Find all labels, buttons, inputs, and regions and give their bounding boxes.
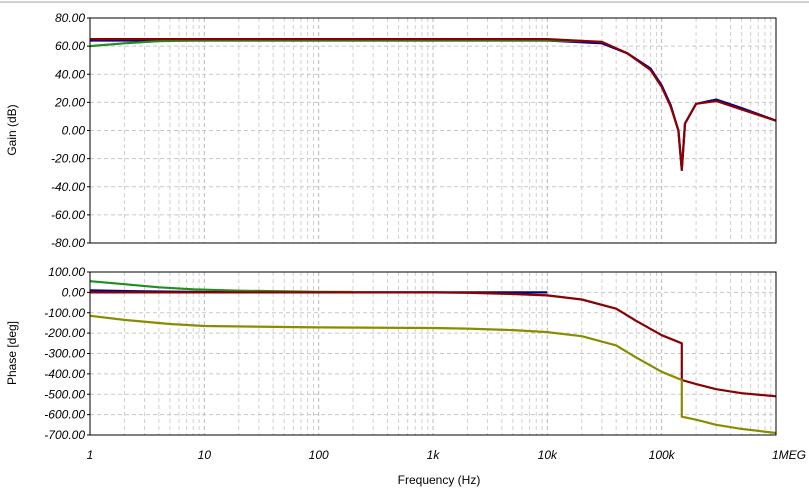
phase-y-tick-label: -700.00 (44, 428, 85, 442)
phase-y-tick-label: -500.00 (44, 387, 85, 401)
x-tick-label: 100 (309, 448, 329, 462)
phase-panel: 100.00 0.00 -100.00 -200.00 -300.00 -400.00 -5… (5, 265, 806, 487)
phase-grid (87, 271, 776, 436)
phase-y-tick-label: -600.00 (44, 408, 85, 422)
phase-y-tick-label: -400.00 (44, 367, 85, 381)
x-tick-label: 1MEG (772, 448, 806, 462)
x-tick-label: 1k (427, 448, 441, 462)
phase-y-tick-label: 100.00 (48, 265, 85, 279)
phase-plot-frame (89, 271, 777, 436)
gain-plot-frame (89, 17, 777, 244)
gain-panel: 80.00 60.00 40.00 20.00 0.00 -20.00 -40.00 -60.… (5, 11, 777, 250)
gain-y-tick-label: -80.00 (51, 236, 85, 250)
gain-y-tick-label: 60.00 (55, 39, 85, 53)
x-tick-labels: 1 10 100 1k 10k 100k 1MEG (87, 448, 806, 462)
phase-y-tick-label: -200.00 (44, 326, 85, 340)
x-tick-label: 1 (87, 448, 94, 462)
x-tick-label: 10k (538, 448, 558, 462)
gain-y-tick-labels: 80.00 60.00 40.00 20.00 0.00 -20.00 -40.00 -60.… (51, 11, 85, 250)
gain-y-tick-label: -60.00 (51, 208, 85, 222)
gain-y-tick-label: 80.00 (55, 11, 85, 25)
gain-y-tick-label: -40.00 (51, 180, 85, 194)
x-tick-label: 100k (649, 448, 676, 462)
phase-y-tick-label: 0.00 (62, 285, 86, 299)
gain-grid (87, 17, 776, 244)
phase-series-line-3 (89, 314, 777, 435)
gain-series-line-1 (89, 39, 582, 48)
phase-y-tick-label: -100.00 (44, 306, 85, 320)
gain-y-tick-label: 0.00 (62, 124, 86, 138)
gain-series (89, 37, 777, 171)
x-axis-label: Frequency (Hz) (398, 473, 481, 487)
phase-y-tick-labels: 100.00 0.00 -100.00 -200.00 -300.00 -400.00 -5… (44, 265, 85, 442)
gain-y-tick-label: -20.00 (51, 152, 85, 166)
phase-y-tick-label: -300.00 (44, 347, 85, 361)
gain-series-line-2 (90, 37, 777, 171)
x-tick-label: 10 (198, 448, 212, 462)
gain-y-axis-label: Gain (dB) (5, 104, 19, 155)
gain-y-tick-label: 40.00 (55, 67, 85, 81)
phase-y-axis-label: Phase [deg] (5, 321, 19, 385)
gain-y-tick-label: 20.00 (54, 95, 85, 109)
phase-series (89, 280, 777, 435)
phase-series-line-2 (90, 291, 777, 398)
